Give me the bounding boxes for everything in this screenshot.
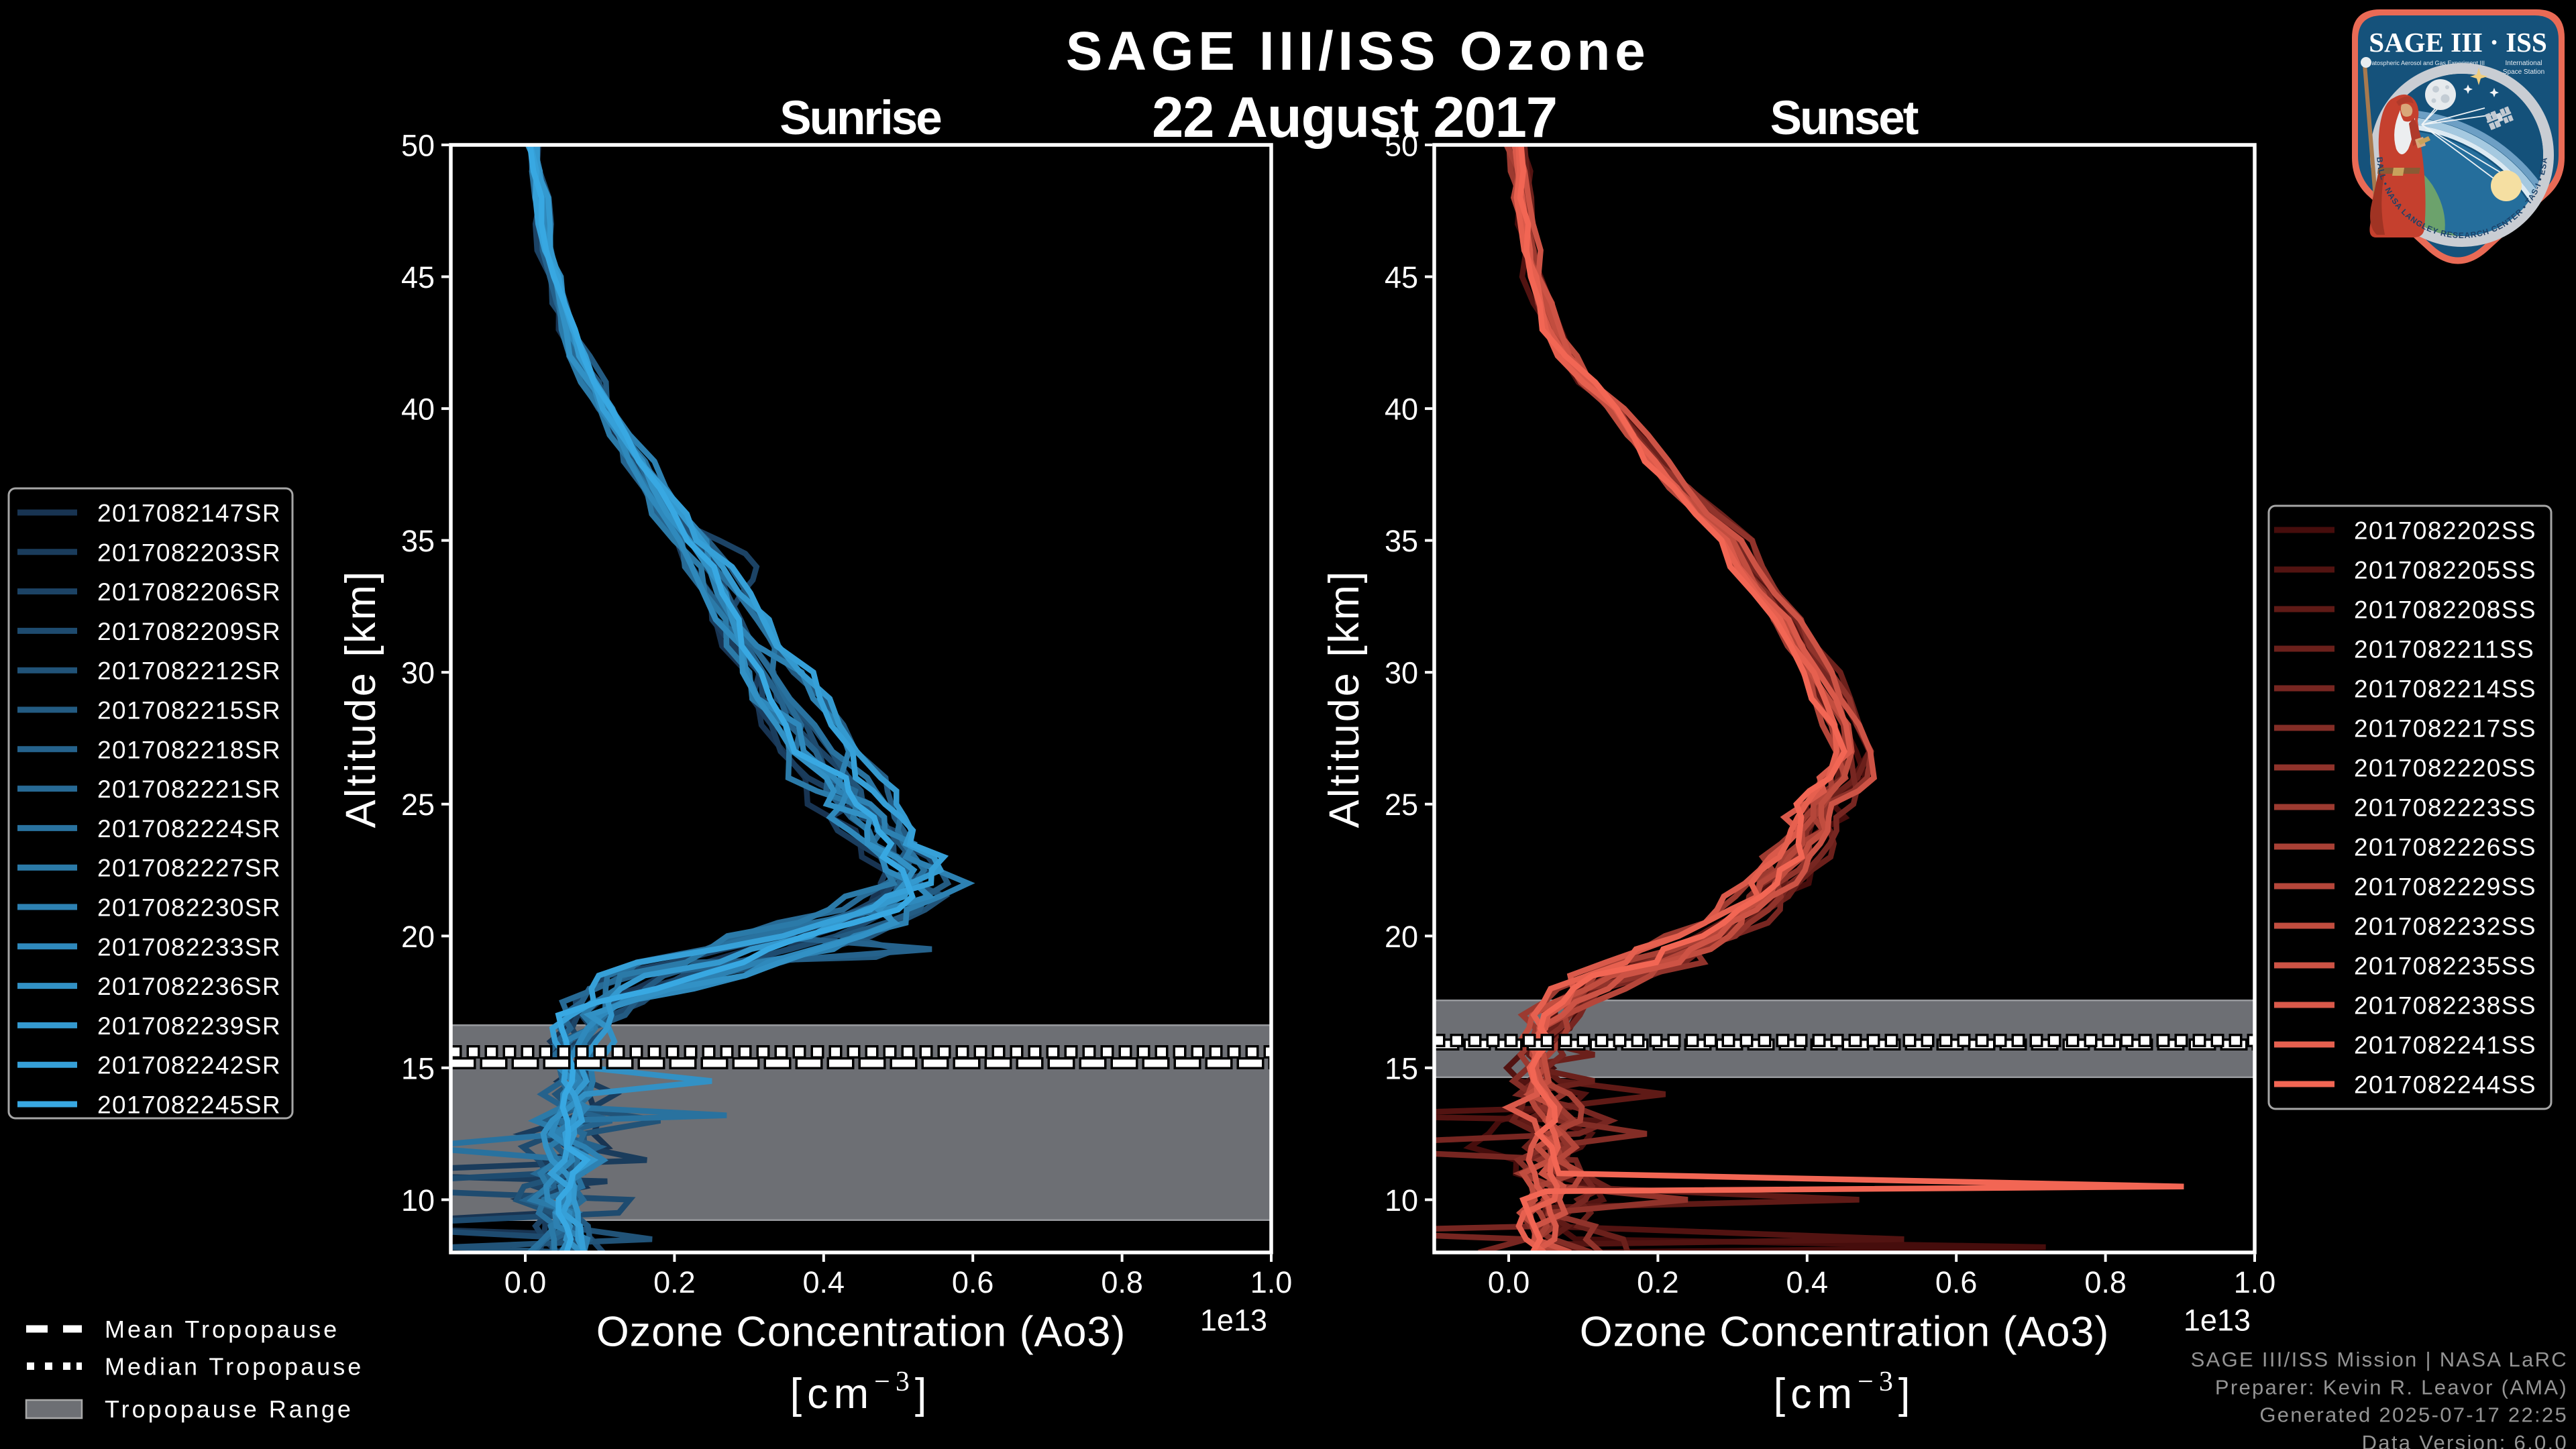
svg-text:2017082232SS: 2017082232SS: [2354, 913, 2536, 941]
svg-text:2017082224SR: 2017082224SR: [97, 815, 281, 843]
svg-text:22 August 2017: 22 August 2017: [1152, 86, 1557, 150]
svg-text:0.8: 0.8: [1101, 1265, 1143, 1299]
svg-text:1e13: 1e13: [1200, 1303, 1267, 1338]
svg-text:Ozone Concentration (Ao3): Ozone Concentration (Ao3): [1580, 1309, 2109, 1356]
svg-text:Ozone Concentration (Ao3): Ozone Concentration (Ao3): [596, 1309, 1126, 1356]
svg-text:10: 10: [1385, 1183, 1418, 1218]
svg-text:2017082212SR: 2017082212SR: [97, 657, 281, 685]
svg-text:45: 45: [1385, 260, 1418, 294]
svg-text:50: 50: [401, 129, 435, 163]
svg-text:Generated 2025-07-17 22:25: Generated 2025-07-17 22:25: [2259, 1403, 2568, 1427]
svg-text:SAGE III/ISS Ozone: SAGE III/ISS Ozone: [1066, 21, 1650, 82]
svg-text:0.2: 0.2: [1637, 1265, 1679, 1299]
svg-text:2017082218SR: 2017082218SR: [97, 736, 281, 763]
svg-text:SAGE III · ISS: SAGE III · ISS: [2369, 27, 2547, 58]
svg-text:10: 10: [401, 1183, 435, 1218]
svg-text:2017082239SR: 2017082239SR: [97, 1012, 281, 1040]
svg-text:2017082223SS: 2017082223SS: [2354, 794, 2536, 822]
svg-text:2017082229SS: 2017082229SS: [2354, 873, 2536, 901]
svg-text:35: 35: [401, 524, 435, 558]
svg-text:35: 35: [1385, 524, 1418, 558]
svg-text:2017082209SR: 2017082209SR: [97, 618, 281, 645]
svg-text:2017082236SR: 2017082236SR: [97, 973, 281, 1000]
svg-text:15: 15: [1385, 1051, 1418, 1085]
svg-text:2017082217SS: 2017082217SS: [2354, 715, 2536, 743]
svg-text:2017082202SS: 2017082202SS: [2354, 517, 2536, 545]
svg-text:30: 30: [1385, 656, 1418, 690]
svg-text:0.6: 0.6: [952, 1265, 994, 1299]
svg-text:1e13: 1e13: [2184, 1303, 2251, 1338]
svg-text:2017082206SR: 2017082206SR: [97, 578, 281, 606]
svg-text:0.2: 0.2: [653, 1265, 696, 1299]
svg-text:40: 40: [1385, 392, 1418, 427]
svg-text:0.6: 0.6: [1935, 1265, 1978, 1299]
svg-text:1.0: 1.0: [2234, 1265, 2276, 1299]
svg-text:1.0: 1.0: [1250, 1265, 1293, 1299]
svg-text:2017082235SS: 2017082235SS: [2354, 953, 2536, 980]
svg-text:20: 20: [1385, 920, 1418, 954]
svg-text:2017082205SS: 2017082205SS: [2354, 557, 2536, 584]
svg-text:25: 25: [1385, 788, 1418, 822]
svg-text:2017082227SR: 2017082227SR: [97, 855, 281, 882]
svg-text:Stratospheric Aerosol and Gas: Stratospheric Aerosol and Gas Experiment…: [2364, 60, 2485, 66]
svg-text:2017082203SR: 2017082203SR: [97, 539, 281, 566]
svg-text:Median Tropopause: Median Tropopause: [105, 1353, 364, 1381]
svg-text:Tropopause Range: Tropopause Range: [105, 1395, 354, 1423]
svg-text:0.4: 0.4: [1786, 1265, 1829, 1299]
svg-text:2017082244SS: 2017082244SS: [2354, 1071, 2536, 1099]
svg-text:2017082238SS: 2017082238SS: [2354, 992, 2536, 1020]
svg-text:50: 50: [1385, 129, 1418, 163]
svg-text:2017082241SS: 2017082241SS: [2354, 1032, 2536, 1059]
svg-text:2017082208SS: 2017082208SS: [2354, 596, 2536, 624]
svg-text:25: 25: [401, 788, 435, 822]
svg-text:Sunset: Sunset: [1770, 92, 1919, 145]
svg-text:Space Station: Space Station: [2503, 68, 2544, 76]
svg-text:International: International: [2505, 60, 2542, 67]
svg-text:SAGE III/ISS Mission | NASA La: SAGE III/ISS Mission | NASA LaRC: [2191, 1348, 2568, 1371]
svg-text:2017082147SR: 2017082147SR: [97, 500, 281, 527]
svg-text:Preparer: Kevin R. Leavor (AMA: Preparer: Kevin R. Leavor (AMA): [2215, 1375, 2568, 1399]
svg-text:2017082220SS: 2017082220SS: [2354, 755, 2536, 782]
svg-text:2017082245SR: 2017082245SR: [97, 1091, 281, 1119]
svg-text:45: 45: [401, 260, 435, 294]
svg-text:0.0: 0.0: [504, 1265, 547, 1299]
svg-text:2017082211SS: 2017082211SS: [2354, 636, 2534, 663]
svg-text:30: 30: [401, 656, 435, 690]
svg-text:2017082214SS: 2017082214SS: [2354, 676, 2536, 703]
svg-text:2017082215SR: 2017082215SR: [97, 697, 281, 724]
svg-text:20: 20: [401, 920, 435, 954]
svg-text:2017082233SR: 2017082233SR: [97, 933, 281, 961]
svg-text:Mean Tropopause: Mean Tropopause: [105, 1316, 339, 1343]
svg-text:40: 40: [401, 392, 435, 427]
svg-text:0.8: 0.8: [2084, 1265, 2127, 1299]
svg-text:0.0: 0.0: [1488, 1265, 1530, 1299]
svg-text:2017082230SR: 2017082230SR: [97, 894, 281, 922]
svg-text:0.4: 0.4: [803, 1265, 845, 1299]
svg-text:2017082226SS: 2017082226SS: [2354, 834, 2536, 861]
svg-text:2017082242SR: 2017082242SR: [97, 1052, 281, 1079]
svg-text:Sunrise: Sunrise: [780, 92, 941, 145]
svg-text:Data Version: 6.0.0: Data Version: 6.0.0: [2362, 1431, 2568, 1449]
svg-text:Altitude [km]: Altitude [km]: [337, 570, 384, 828]
svg-text:15: 15: [401, 1051, 435, 1085]
svg-text:Altitude [km]: Altitude [km]: [1321, 570, 1368, 828]
svg-text:2017082221SR: 2017082221SR: [97, 775, 281, 803]
